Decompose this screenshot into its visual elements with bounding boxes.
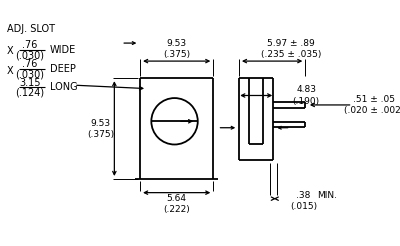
Text: X: X bbox=[7, 46, 14, 56]
Text: 9.53
(.375): 9.53 (.375) bbox=[87, 119, 114, 139]
Text: 4.83
(.190): 4.83 (.190) bbox=[292, 85, 320, 106]
Text: DEEP: DEEP bbox=[50, 64, 76, 74]
Text: (.030): (.030) bbox=[16, 51, 44, 61]
Text: 9.53
(.375): 9.53 (.375) bbox=[163, 39, 190, 59]
Text: .76: .76 bbox=[22, 59, 38, 69]
Text: .76: .76 bbox=[22, 40, 38, 50]
Text: WIDE: WIDE bbox=[50, 45, 76, 55]
Text: (.124): (.124) bbox=[16, 88, 45, 98]
Text: X: X bbox=[7, 66, 14, 77]
Text: .38
(.015): .38 (.015) bbox=[290, 191, 317, 211]
Text: .51 ± .05
(.020 ± .002): .51 ± .05 (.020 ± .002) bbox=[344, 95, 400, 115]
Text: 3.15: 3.15 bbox=[19, 77, 41, 88]
Text: MIN.: MIN. bbox=[317, 191, 337, 200]
Text: 5.64
(.222): 5.64 (.222) bbox=[163, 194, 190, 214]
Text: 5.97 ± .89
(.235 ± .035): 5.97 ± .89 (.235 ± .035) bbox=[261, 39, 321, 59]
Text: LONG: LONG bbox=[50, 82, 78, 92]
Text: ADJ. SLOT: ADJ. SLOT bbox=[7, 24, 55, 34]
Text: (.030): (.030) bbox=[16, 70, 44, 80]
